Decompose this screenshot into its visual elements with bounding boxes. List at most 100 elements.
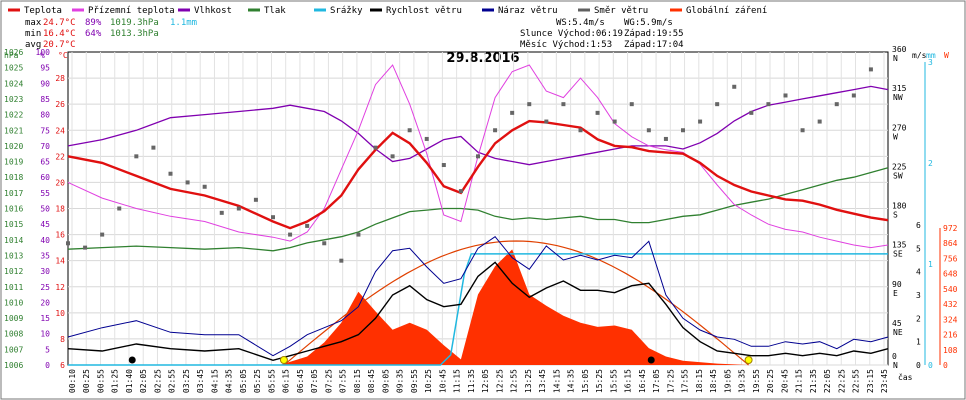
wind-direction-point bbox=[407, 128, 412, 133]
legend-item: Náraz větru bbox=[498, 6, 558, 16]
time-tick-label: 22:25 bbox=[837, 369, 846, 393]
time-tick-label: 22:55 bbox=[852, 369, 861, 393]
hpa-tick-label: 1021 bbox=[4, 126, 23, 135]
legend-item: Směr větru bbox=[594, 6, 648, 16]
time-tick-label: 11:35 bbox=[467, 369, 476, 393]
time-tick-label: 18:45 bbox=[709, 369, 718, 393]
wind-direction-point bbox=[851, 93, 856, 98]
wind-direction-point bbox=[868, 67, 873, 72]
wind-direction-point bbox=[681, 128, 685, 133]
pct-tick-label: 0 bbox=[45, 361, 50, 370]
w-tick-label: 0 bbox=[943, 361, 948, 370]
stats-avg-temp: 20.7°C bbox=[43, 40, 76, 50]
stats-max-temp: 24.7°C bbox=[43, 18, 76, 28]
moonset-marker bbox=[647, 356, 655, 364]
chart-title: 29.8.2016 bbox=[446, 51, 519, 66]
wind-direction-point bbox=[117, 206, 122, 211]
dir-name-label: SW bbox=[893, 171, 903, 180]
pct-tick-label: 45 bbox=[40, 220, 50, 229]
w-tick-label: 108 bbox=[943, 346, 958, 355]
c-tick-label: 18 bbox=[55, 205, 65, 214]
w-tick-label: 972 bbox=[943, 224, 958, 233]
pct-tick-label: 30 bbox=[40, 267, 50, 276]
axis-label-ms: m/s bbox=[912, 51, 927, 60]
w-tick-label: 324 bbox=[943, 315, 958, 324]
series-teplota bbox=[67, 119, 889, 230]
hpa-tick-label: 1022 bbox=[4, 111, 23, 120]
info-wg: WG:5.9m/s bbox=[624, 18, 673, 28]
wind-direction-point bbox=[236, 206, 241, 211]
w-tick-label: 864 bbox=[943, 239, 958, 248]
dir-tick-label: 0 bbox=[892, 352, 897, 361]
legend-item: Teplota bbox=[24, 6, 62, 16]
wind-direction-point bbox=[271, 215, 275, 220]
dir-tick-label: 270 bbox=[892, 123, 907, 132]
time-tick-label: 01:40 bbox=[125, 369, 134, 393]
time-tick-label: 11:15 bbox=[453, 369, 462, 393]
series-srazky bbox=[68, 253, 888, 366]
c-tick-label: 24 bbox=[55, 126, 65, 135]
ms-tick-label: 3 bbox=[916, 291, 921, 300]
stats-min-hum: 64% bbox=[85, 29, 102, 39]
pct-tick-label: 55 bbox=[40, 189, 50, 198]
wind-direction-point bbox=[800, 128, 805, 133]
wind-direction-point bbox=[288, 232, 293, 237]
time-tick-label: 12:05 bbox=[481, 369, 490, 393]
time-tick-label: 10:25 bbox=[424, 369, 433, 393]
wind-direction-point bbox=[715, 102, 720, 107]
wind-direction-point bbox=[322, 241, 327, 246]
axis-label-pct: % bbox=[40, 51, 45, 60]
wind-direction-point bbox=[185, 180, 190, 185]
time-tick-label: 04:35 bbox=[225, 369, 234, 393]
pct-tick-label: 80 bbox=[40, 111, 50, 120]
wind-direction-point bbox=[817, 119, 822, 124]
dir-tick-label: 225 bbox=[892, 162, 907, 171]
pct-tick-label: 5 bbox=[45, 345, 50, 354]
wind-direction-point bbox=[766, 102, 771, 107]
wind-direction-point bbox=[66, 241, 70, 246]
c-tick-label: 28 bbox=[55, 74, 65, 83]
dir-name-label: SE bbox=[893, 250, 903, 259]
wind-direction-point bbox=[151, 145, 156, 150]
dir-tick-label: 315 bbox=[892, 84, 907, 93]
time-tick-label: 19:55 bbox=[752, 369, 761, 393]
stats-avg-label: avg bbox=[25, 40, 41, 50]
time-tick-label: 19:35 bbox=[738, 369, 747, 393]
time-tick-label: 14:35 bbox=[567, 369, 576, 393]
sunrise-marker bbox=[279, 356, 288, 364]
dir-tick-label: 45 bbox=[892, 319, 902, 328]
time-tick-label: 21:35 bbox=[809, 369, 818, 393]
hpa-tick-label: 1024 bbox=[4, 79, 23, 88]
time-tick-label: 17:25 bbox=[666, 369, 675, 393]
stats-rain: 1.1mm bbox=[170, 18, 197, 28]
ms-tick-label: 4 bbox=[916, 268, 921, 277]
dir-tick-label: 135 bbox=[892, 241, 907, 250]
axis-label-mm: mm bbox=[926, 51, 936, 60]
stats-min-temp: 16.4°C bbox=[43, 29, 76, 39]
time-tick-label: 03:25 bbox=[182, 369, 191, 393]
axes: 2826242220181614121086102610251024102310… bbox=[4, 45, 958, 393]
time-tick-label: 23:15 bbox=[866, 369, 875, 393]
pct-tick-label: 90 bbox=[40, 79, 50, 88]
wind-direction-point bbox=[305, 223, 310, 228]
pct-tick-label: 95 bbox=[40, 64, 50, 73]
ms-tick-label: 0 bbox=[916, 361, 921, 370]
series-prizemni-teplota bbox=[67, 64, 889, 249]
time-tick-label: 16:15 bbox=[624, 369, 633, 393]
legend-item: Rychlost větru bbox=[386, 6, 462, 16]
pct-tick-label: 60 bbox=[40, 173, 50, 182]
dir-name-label: N bbox=[893, 54, 898, 63]
time-tick-label: 06:15 bbox=[282, 369, 291, 393]
series-rychlost-vetru bbox=[67, 261, 889, 362]
time-tick-label: 05:55 bbox=[267, 369, 276, 393]
w-tick-label: 432 bbox=[943, 300, 958, 309]
pct-tick-label: 50 bbox=[40, 205, 50, 214]
legend-item: Globální záření bbox=[686, 6, 767, 16]
pct-tick-label: 100 bbox=[36, 48, 51, 57]
dir-name-label: S bbox=[893, 211, 898, 220]
dir-tick-label: 90 bbox=[892, 280, 902, 289]
wind-direction-point bbox=[83, 245, 88, 250]
time-tick-label: 22:05 bbox=[823, 369, 832, 393]
